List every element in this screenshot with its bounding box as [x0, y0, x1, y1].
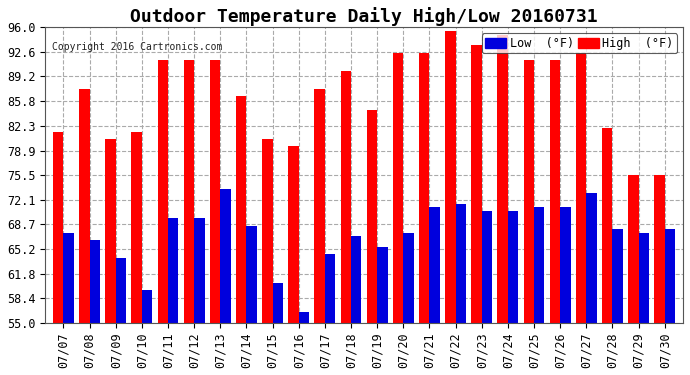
- Bar: [586, 193, 597, 323]
- Bar: [366, 110, 377, 323]
- Bar: [157, 60, 168, 323]
- Bar: [628, 175, 639, 323]
- Bar: [315, 89, 325, 323]
- Bar: [524, 60, 534, 323]
- Bar: [341, 71, 351, 323]
- Bar: [654, 175, 664, 323]
- Bar: [220, 189, 230, 323]
- Bar: [455, 204, 466, 323]
- Bar: [576, 53, 586, 323]
- Bar: [429, 207, 440, 323]
- Legend: Low  (°F), High  (°F): Low (°F), High (°F): [482, 33, 677, 54]
- Bar: [639, 233, 649, 323]
- Bar: [246, 225, 257, 323]
- Bar: [471, 45, 482, 323]
- Bar: [351, 236, 362, 323]
- Bar: [393, 53, 404, 323]
- Bar: [236, 96, 246, 323]
- Bar: [90, 240, 100, 323]
- Bar: [273, 283, 283, 323]
- Bar: [508, 211, 518, 323]
- Bar: [419, 53, 429, 323]
- Bar: [482, 211, 492, 323]
- Bar: [560, 207, 571, 323]
- Bar: [664, 229, 676, 323]
- Bar: [63, 233, 74, 323]
- Bar: [194, 218, 205, 323]
- Bar: [53, 132, 63, 323]
- Bar: [550, 60, 560, 323]
- Bar: [404, 233, 414, 323]
- Bar: [131, 132, 142, 323]
- Bar: [184, 60, 194, 323]
- Bar: [325, 254, 335, 323]
- Bar: [116, 258, 126, 323]
- Bar: [445, 31, 455, 323]
- Bar: [613, 229, 623, 323]
- Bar: [106, 139, 116, 323]
- Title: Outdoor Temperature Daily High/Low 20160731: Outdoor Temperature Daily High/Low 20160…: [130, 7, 598, 26]
- Bar: [210, 60, 220, 323]
- Bar: [602, 128, 613, 323]
- Bar: [534, 207, 544, 323]
- Bar: [288, 146, 299, 323]
- Bar: [262, 139, 273, 323]
- Text: Copyright 2016 Cartronics.com: Copyright 2016 Cartronics.com: [52, 42, 222, 52]
- Bar: [79, 89, 90, 323]
- Bar: [377, 247, 388, 323]
- Bar: [168, 218, 179, 323]
- Bar: [497, 34, 508, 323]
- Bar: [142, 290, 152, 323]
- Bar: [299, 312, 309, 323]
